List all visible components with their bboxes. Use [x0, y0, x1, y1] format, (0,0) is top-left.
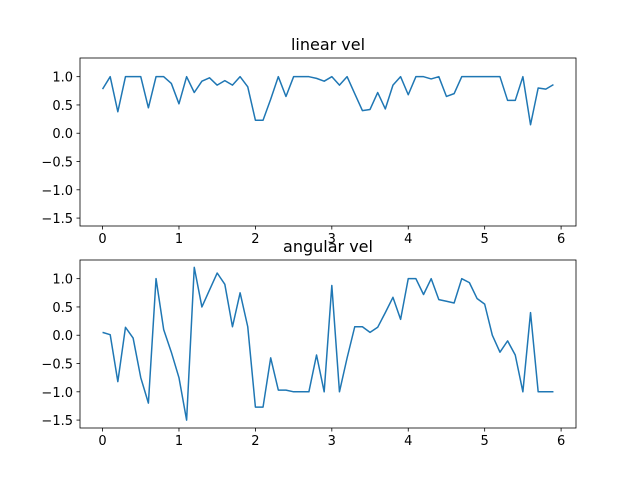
- x-tick-label: 5: [481, 434, 489, 449]
- x-tick-label: 3: [328, 434, 336, 449]
- y-tick-label: 0.5: [52, 301, 73, 316]
- x-tick-label: 5: [481, 232, 489, 247]
- x-tick-label: 4: [404, 434, 412, 449]
- data-line: [102, 266, 554, 421]
- x-tick-label: 0: [98, 232, 106, 247]
- x-tick-label: 6: [557, 232, 565, 247]
- x-tick-label: 1: [175, 434, 183, 449]
- axes-frame: [79, 57, 577, 227]
- x-tick-label: 2: [251, 232, 259, 247]
- chart-title: linear vel: [291, 35, 365, 54]
- x-tick-label: 1: [175, 232, 183, 247]
- y-tick-label: 0.5: [52, 99, 73, 114]
- y-tick-label: 0.0: [52, 329, 73, 344]
- chart-title: angular vel: [283, 237, 373, 256]
- x-tick-label: 4: [404, 232, 412, 247]
- y-tick-label: 0.0: [52, 127, 73, 142]
- data-line: [101, 75, 554, 126]
- x-tick-label: 3: [328, 232, 336, 247]
- y-tick-label: −1.0: [41, 184, 73, 199]
- x-tick-label: 2: [251, 434, 259, 449]
- y-tick-label: −1.5: [41, 212, 73, 227]
- axes-frame: [79, 259, 577, 429]
- y-tick-label: 1.0: [52, 71, 73, 86]
- y-tick-label: −1.0: [41, 386, 73, 401]
- y-tick-label: −0.5: [41, 358, 73, 373]
- y-tick-label: −1.5: [41, 414, 73, 429]
- y-tick-label: 1.0: [52, 273, 73, 288]
- y-tick-label: −0.5: [41, 156, 73, 171]
- x-tick-label: 0: [98, 434, 106, 449]
- x-tick-label: 6: [557, 434, 565, 449]
